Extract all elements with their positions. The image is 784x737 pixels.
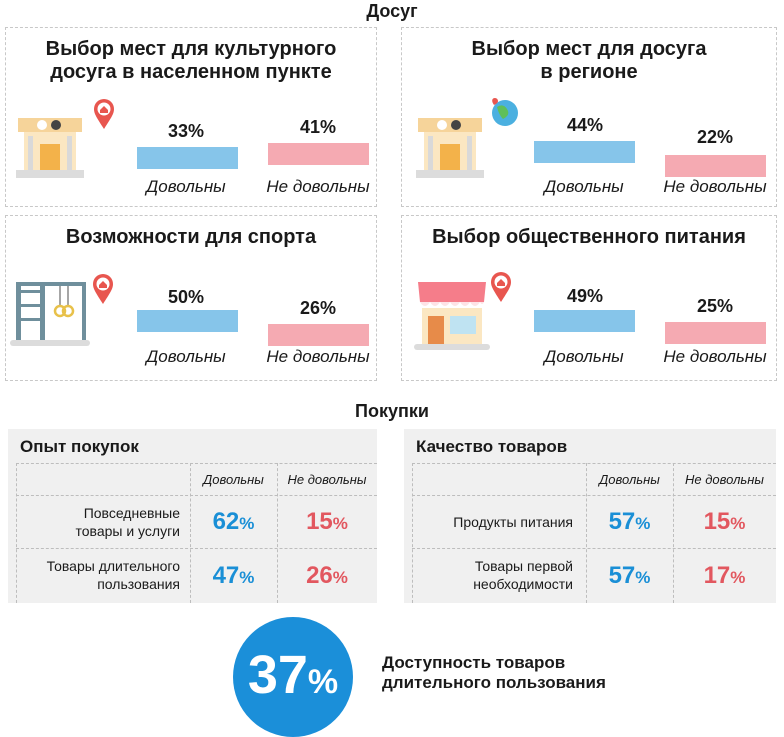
column-header-satisfied: Довольны	[599, 472, 660, 487]
home-pin-icon	[94, 99, 114, 129]
dissatisfied-percent: 25%	[696, 296, 734, 316]
card-title: Возможности для спорта	[65, 226, 317, 248]
satisfied-bar	[534, 141, 635, 163]
cafe-icon	[414, 282, 490, 350]
satisfied-label: Довольны	[146, 177, 226, 196]
column-header-satisfied: Довольны	[203, 472, 264, 487]
row-label: Товары длительного пользования	[46, 558, 180, 592]
home-pin-icon	[491, 272, 511, 302]
dissatisfied-label: Не довольны	[663, 177, 767, 196]
satisfied-label: Довольны	[544, 347, 624, 366]
dissatisfied-bar	[268, 143, 369, 165]
table-title: Опыт покупок	[20, 437, 139, 456]
availability-label: Доступность товаров длительного пользова…	[382, 653, 606, 692]
leisure-section-title: Досуг	[366, 1, 418, 21]
dissatisfied-bar	[268, 324, 369, 346]
dissatisfied-percent: 22%	[696, 127, 734, 147]
dissatisfied-label: Не довольны	[266, 347, 370, 366]
theatre-icon	[416, 118, 484, 178]
satisfied-value: 57%	[608, 508, 651, 535]
row-label: Продукты питания	[453, 514, 573, 530]
satisfied-percent: 49%	[566, 286, 604, 306]
dissatisfied-label: Не довольны	[266, 177, 370, 196]
satisfied-label: Довольны	[544, 177, 624, 196]
card-title: Выбор мест для культурного досуга в насе…	[45, 38, 337, 83]
satisfied-value: 57%	[608, 562, 651, 589]
row-label: Повседневные товары и услуги	[75, 505, 181, 539]
dissatisfied-value: 15%	[306, 508, 348, 535]
theatre-icon	[16, 118, 84, 178]
satisfied-bar	[137, 310, 238, 332]
satisfied-percent: 50%	[167, 287, 205, 307]
goods-quality-table: Качество товаров Довольны Не довольны Пр…	[404, 429, 776, 603]
dissatisfied-percent: 26%	[299, 298, 337, 318]
satisfied-percent: 44%	[566, 115, 604, 135]
globe-pin-icon	[492, 98, 518, 126]
dissatisfied-label: Не довольны	[663, 347, 767, 366]
row-label: Товары первой необходимости	[473, 558, 573, 592]
card-title: Выбор общественного питания	[432, 226, 746, 248]
table-title: Качество товаров	[416, 437, 568, 456]
leisure-card-sport: Возможности для спорта 50% Довольны 26% …	[5, 215, 377, 381]
satisfied-bar	[534, 310, 635, 332]
dissatisfied-value: 17%	[703, 562, 746, 589]
dissatisfied-bar	[665, 322, 766, 344]
dissatisfied-value: 26%	[306, 562, 348, 589]
satisfied-bar	[137, 147, 238, 169]
dissatisfied-value: 15%	[703, 508, 746, 535]
satisfied-value: 62%	[212, 508, 255, 535]
availability-value: 37%	[247, 645, 339, 705]
leisure-card-region: Выбор мест для досуга в регионе 44% Дово…	[401, 27, 777, 207]
card-title: Выбор мест для досуга в регионе	[471, 38, 707, 83]
shopping-experience-table: Опыт покупок Довольны Не довольны Повсед…	[8, 429, 377, 603]
satisfied-percent: 33%	[167, 121, 205, 141]
leisure-card-local-culture: Выбор мест для культурного досуга в насе…	[5, 27, 377, 207]
home-pin-icon	[93, 274, 113, 304]
satisfied-value: 47%	[212, 562, 255, 589]
shopping-section-title: Покупки	[355, 401, 429, 421]
leisure-card-catering: Выбор общественного питания 49% Довольны…	[401, 215, 777, 381]
availability-circle: 37%	[233, 617, 353, 737]
satisfied-label: Довольны	[146, 347, 226, 366]
gym-bars-icon	[10, 282, 90, 346]
dissatisfied-bar	[665, 155, 766, 177]
dissatisfied-percent: 41%	[299, 117, 337, 137]
column-header-dissatisfied: Не довольны	[287, 472, 367, 487]
column-header-dissatisfied: Не довольны	[685, 472, 764, 487]
